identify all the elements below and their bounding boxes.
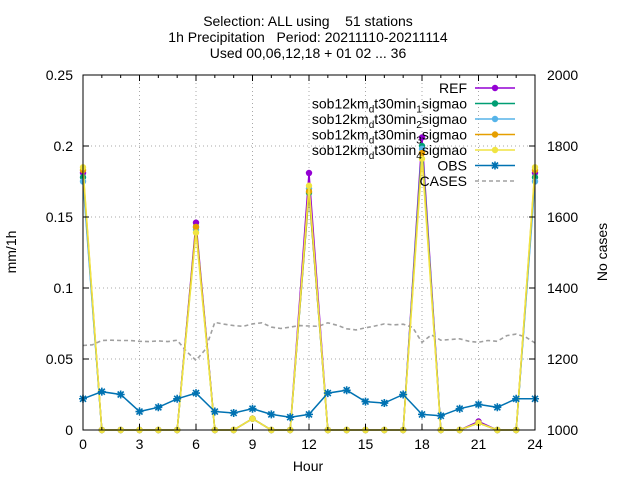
x-tick-label: 15 — [358, 436, 374, 452]
x-axis-label: Hour — [293, 458, 324, 474]
data-point — [418, 134, 426, 141]
x-tick-label: 21 — [471, 436, 487, 452]
data-point-core — [344, 388, 349, 393]
data-point — [249, 415, 256, 422]
data-point-core — [212, 409, 218, 414]
legend-label: sob12kmdt30min3sigmao — [312, 127, 467, 147]
data-point-core — [99, 389, 105, 394]
legend-item: CASES — [420, 173, 515, 189]
legend-marker — [491, 84, 499, 92]
legend-item: sob12kmdt30min4sigmao — [312, 142, 515, 162]
cases-layer — [82, 321, 536, 362]
data-point-core — [363, 399, 368, 404]
legend-marker — [491, 115, 499, 123]
legend-item: sob12kmdt30min2sigmao — [312, 111, 515, 131]
y2-tick-label: 1800 — [547, 138, 578, 154]
data-point — [305, 182, 313, 189]
legend-label: sob12kmdt30min1sigmao — [312, 96, 467, 116]
chart-title-line-3: Used 00,06,12,18 + 01 02 ... 36 — [210, 45, 407, 61]
x-tick-label: 6 — [192, 436, 200, 452]
legend-item: REF — [439, 80, 515, 96]
series-6 — [79, 386, 539, 422]
legend-marker — [491, 100, 499, 107]
x-tick-label: 24 — [527, 436, 543, 452]
y2-axis-label: No cases — [594, 223, 610, 281]
data-point-core — [250, 406, 255, 411]
legend: REFsob12kmdt30min1sigmaosob12kmdt30min2s… — [312, 80, 515, 189]
data-point-core — [137, 409, 142, 414]
data-point — [192, 223, 200, 231]
x-tick-label: 9 — [249, 436, 257, 452]
data-point-core — [193, 390, 199, 396]
y-tick-label: 0.05 — [46, 351, 73, 367]
data-point-core — [174, 396, 180, 401]
x-tick-label: 3 — [136, 436, 144, 452]
data-point-core — [419, 412, 425, 417]
y2-tick-label: 1400 — [547, 280, 578, 296]
data-point-core — [118, 392, 123, 397]
y-tick-label: 0.1 — [54, 280, 74, 296]
y2-tick-label: 1000 — [547, 422, 578, 438]
data-point-core — [269, 412, 274, 417]
y-axis-label: mm/1h — [3, 231, 19, 274]
legend-item: sob12kmdt30min3sigmao — [312, 127, 515, 147]
legend-label: OBS — [437, 158, 467, 174]
x-tick-label: 0 — [79, 436, 87, 452]
data-point-core — [325, 390, 331, 396]
data-point — [305, 169, 313, 177]
x-tick-label: 18 — [414, 436, 430, 452]
data-point-core — [306, 412, 312, 417]
data-point — [418, 155, 426, 162]
data-point-core — [457, 406, 462, 411]
x-tick-label: 12 — [301, 436, 317, 452]
plot-frame — [82, 74, 536, 431]
y2-tick-label: 1600 — [547, 209, 578, 225]
data-point-core — [476, 402, 481, 407]
legend-label: CASES — [420, 173, 467, 189]
data-point — [418, 149, 426, 157]
data-point-core — [400, 392, 406, 397]
data-point-core — [438, 413, 444, 418]
y-tick-label: 0 — [65, 422, 73, 438]
legend-label: sob12kmdt30min2sigmao — [312, 111, 467, 131]
y-tick-label: 0.25 — [46, 67, 73, 83]
data-point-core — [156, 405, 161, 410]
legend-marker-core — [492, 163, 498, 168]
grid — [83, 75, 535, 430]
y-tick-label: 0.15 — [46, 209, 73, 225]
cases-line — [82, 321, 536, 362]
data-point-core — [231, 410, 236, 416]
data-point — [192, 229, 200, 236]
data-point-core — [382, 400, 387, 406]
legend-marker — [491, 146, 499, 154]
axis-ticks: 0 3 6 9 12 15 18 21 24 0 0.05 0.1 0.15 0.2 0.25 1000 120… — [46, 67, 579, 452]
y2-tick-label: 2000 — [547, 67, 578, 83]
legend-label: REF — [439, 80, 467, 96]
y2-tick-label: 1200 — [547, 351, 578, 367]
legend-marker — [491, 131, 499, 138]
y-tick-label: 0.2 — [54, 138, 74, 154]
chart-title: Selection: ALL using 51 stations 1h Prec… — [168, 13, 448, 61]
legend-item: OBS — [437, 158, 515, 174]
data-point-core — [513, 396, 519, 401]
data-point-core — [287, 415, 293, 420]
data-point — [475, 419, 482, 427]
data-point-core — [495, 405, 500, 410]
legend-label: sob12kmdt30min4sigmao — [312, 142, 467, 162]
chart-title-line-1: Selection: ALL using 51 stations — [203, 13, 413, 29]
chart-title-line-2: 1h Precipitation Period: 20211110-202111… — [168, 29, 448, 45]
legend-item: sob12kmdt30min1sigmao — [312, 96, 515, 116]
